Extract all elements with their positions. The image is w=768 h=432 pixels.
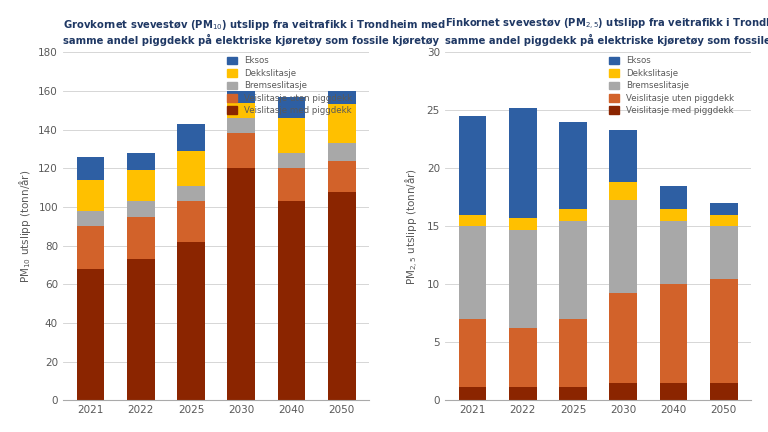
Legend: Eksos, Dekkslitasje, Bremseslitasje, Veislitasje uten piggdekk, Veislitasje med : Eksos, Dekkslitasje, Bremseslitasje, Vei… (608, 57, 734, 115)
Bar (609, 383, 637, 400)
Bar (458, 116, 486, 215)
Bar (177, 124, 205, 151)
Y-axis label: PM$_{2,5}$ utslipp (tonn/år): PM$_{2,5}$ utslipp (tonn/år) (404, 168, 421, 285)
Bar (509, 387, 537, 400)
Bar (509, 218, 537, 230)
Bar (559, 209, 587, 220)
Bar (710, 226, 737, 279)
Bar (177, 201, 205, 242)
Text: Grovkornet svevestøv (PM$_{10}$) utslipp fra veitrafikk i Trondheim med
samme an: Grovkornet svevestøv (PM$_{10}$) utslipp… (63, 18, 445, 46)
Bar (559, 319, 587, 387)
Bar (328, 91, 356, 105)
Bar (328, 105, 356, 143)
Bar (509, 328, 537, 387)
Bar (660, 186, 687, 209)
Bar (127, 201, 154, 217)
Bar (710, 383, 737, 400)
Bar (177, 242, 205, 400)
Legend: Eksos, Dekkslitasje, Bremseslitasje, Veislitasje uten piggdekk, Veislitasje med : Eksos, Dekkslitasje, Bremseslitasje, Vei… (227, 57, 352, 115)
Bar (509, 230, 537, 328)
Bar (177, 151, 205, 186)
Bar (77, 211, 104, 226)
Text: Finkornet svevestøv (PM$_{2,5}$) utslipp fra veitrafikk i Trondheim med
samme an: Finkornet svevestøv (PM$_{2,5}$) utslipp… (445, 17, 768, 46)
Bar (660, 209, 687, 220)
Bar (278, 97, 305, 118)
Bar (278, 201, 305, 400)
Bar (278, 118, 305, 153)
Bar (77, 269, 104, 400)
Bar (458, 215, 486, 226)
Bar (660, 383, 687, 400)
Bar (660, 284, 687, 383)
Bar (609, 130, 637, 182)
Bar (559, 387, 587, 400)
Bar (660, 220, 687, 284)
Bar (609, 200, 637, 292)
Bar (710, 279, 737, 383)
Bar (328, 191, 356, 400)
Bar (227, 102, 255, 118)
Bar (710, 215, 737, 226)
Bar (458, 387, 486, 400)
Bar (509, 108, 537, 218)
Bar (127, 217, 154, 259)
Bar (127, 170, 154, 201)
Bar (278, 168, 305, 201)
Bar (559, 220, 587, 319)
Bar (710, 203, 737, 215)
Bar (177, 186, 205, 201)
Bar (77, 226, 104, 269)
Bar (227, 118, 255, 133)
Bar (609, 292, 637, 383)
Bar (77, 180, 104, 211)
Bar (328, 143, 356, 161)
Y-axis label: PM$_{10}$ utslipp (tonn/år): PM$_{10}$ utslipp (tonn/år) (17, 170, 33, 283)
Bar (609, 182, 637, 200)
Bar (127, 259, 154, 400)
Bar (227, 168, 255, 400)
Bar (77, 157, 104, 180)
Bar (227, 133, 255, 168)
Bar (328, 161, 356, 191)
Bar (559, 122, 587, 209)
Bar (227, 91, 255, 102)
Bar (127, 153, 154, 170)
Bar (458, 319, 486, 387)
Bar (278, 153, 305, 168)
Bar (458, 226, 486, 319)
